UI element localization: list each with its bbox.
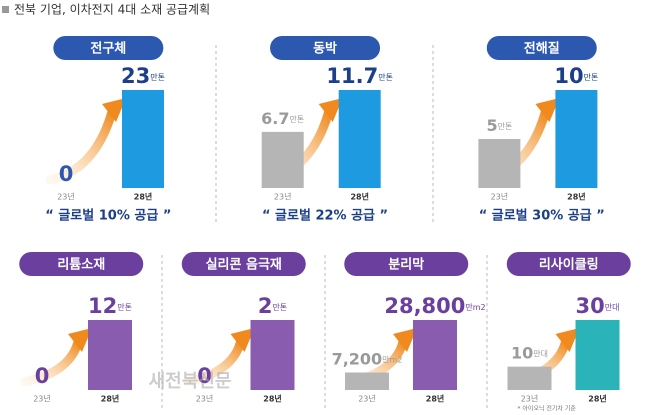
growth-arrow-head [102, 98, 126, 122]
value-label: 10만대 [511, 343, 548, 362]
category-label: 28년 [263, 394, 282, 404]
chart-title: 실리콘 음극재 [206, 257, 282, 273]
category-label: 28년 [101, 394, 120, 404]
value-label: 7,200만m2 [332, 349, 403, 368]
category-label: 23년 [491, 192, 509, 202]
value-label: 6.7만톤 [261, 108, 304, 127]
value-label: 28,800만m2 [384, 294, 485, 318]
category-label: 28년 [350, 192, 369, 202]
bar [261, 131, 304, 188]
category-label: 28년 [567, 192, 586, 202]
chart-title: 리튬소재 [57, 257, 105, 273]
bar [345, 372, 389, 390]
bar [507, 366, 552, 390]
chart-title-pill [344, 252, 469, 276]
chart-title-pill [270, 36, 381, 60]
category-label: 23년 [196, 394, 214, 404]
growth-arrow-head [230, 328, 255, 352]
growth-arrow-head [535, 98, 560, 122]
bar [478, 139, 521, 188]
bar [413, 320, 457, 390]
category-label: 28년 [588, 394, 607, 404]
growth-arrow-head [318, 98, 343, 122]
category-label: 23년 [358, 394, 376, 404]
category-label: 23년 [57, 192, 75, 202]
category-label: 28년 [134, 192, 153, 202]
value-label: 0 [59, 162, 74, 186]
value-label: 30만대 [576, 294, 620, 318]
value-label: 23만톤 [121, 64, 165, 88]
annotation: “ 글로벌 22% 공급 ” [262, 209, 388, 224]
growth-arrow [20, 337, 83, 387]
chart-title: 전구체 [90, 41, 126, 57]
category-label: 23년 [33, 394, 51, 404]
value-label: 10만톤 [554, 64, 598, 88]
chart-title-pill [181, 252, 306, 276]
value-label: 0 [197, 364, 212, 388]
category-label: 23년 [521, 394, 539, 404]
bar [338, 90, 381, 188]
annotation: “ 글로벌 30% 공급 ” [479, 209, 605, 224]
chart-title-pill [19, 252, 144, 276]
bar [555, 90, 598, 188]
value-label: 0 [35, 364, 50, 388]
chart-title: 리사이클링 [539, 257, 599, 273]
chart-title-pill [486, 36, 597, 60]
bar [122, 90, 164, 188]
chart-title: 전해질 [524, 41, 560, 57]
chart-title-pill [506, 252, 631, 276]
bar [250, 320, 295, 390]
footnote: * 아이오닉 전기차 기준 [518, 405, 577, 413]
page-title: 전북 기업, 이차전지 4대 소재 공급계획 [14, 3, 210, 17]
title-bullet [2, 6, 9, 13]
growth-arrow-head [555, 328, 580, 352]
annotation: “ 글로벌 10% 공급 ” [45, 209, 171, 224]
value-label: 2만톤 [258, 294, 287, 318]
value-label: 12만톤 [88, 294, 132, 318]
value-label: 5만톤 [486, 116, 512, 135]
growth-arrow-head [393, 328, 417, 352]
bar [575, 320, 620, 390]
bar [88, 320, 132, 390]
growth-arrow-head [68, 328, 92, 352]
growth-arrow [183, 337, 245, 387]
watermark: 새전북신문 [149, 371, 232, 392]
category-label: 28년 [426, 394, 445, 404]
chart-title: 동박 [313, 41, 337, 57]
chart-title-pill [53, 36, 164, 60]
value-label: 11.7만톤 [326, 64, 393, 88]
chart-title: 분리막 [388, 257, 424, 273]
category-label: 23년 [274, 192, 292, 202]
growth-arrow [45, 107, 117, 185]
